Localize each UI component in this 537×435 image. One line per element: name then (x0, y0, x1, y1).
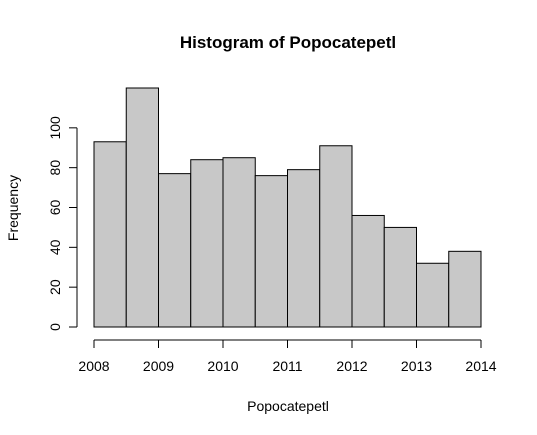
histogram-bar-5 (222, 157, 256, 328)
chart-title: Histogram of Popocatepetl (180, 33, 396, 52)
x-tick-label: 2012 (336, 358, 367, 374)
y-tick-label: 100 (47, 116, 63, 140)
histogram-bar-7 (287, 169, 321, 328)
histogram-bar-12 (448, 250, 482, 328)
x-tick-label: 2013 (401, 358, 432, 374)
x-tick-label: 2010 (207, 358, 238, 374)
histogram-bar-4 (190, 159, 224, 328)
y-axis: 0 20 40 60 80 100 (47, 116, 78, 331)
histogram-bar-8 (319, 145, 353, 328)
y-tick-label: 40 (47, 239, 63, 255)
histogram-bar-2 (125, 87, 159, 328)
x-axis: 2008 2009 2010 2011 2012 2013 2014 (78, 339, 497, 374)
x-tick-label: 2014 (465, 358, 496, 374)
histogram-bar-6 (254, 175, 288, 328)
x-tick-label: 2009 (143, 358, 174, 374)
histogram-bar-1 (93, 141, 127, 328)
x-axis-label: Popocatepetl (247, 398, 329, 414)
y-tick-label: 80 (47, 160, 63, 176)
y-tick-label: 60 (47, 200, 63, 216)
histogram-bar-11 (416, 262, 450, 328)
y-axis-label: Frequency (5, 175, 21, 241)
histogram-bar-3 (158, 173, 192, 328)
bars-group (93, 87, 482, 328)
histogram-bar-10 (383, 226, 417, 328)
x-tick-label: 2008 (78, 358, 109, 374)
histogram-bar-9 (351, 214, 385, 328)
x-tick-label: 2011 (272, 358, 302, 374)
y-tick-label: 20 (47, 279, 63, 295)
y-tick-label: 0 (47, 323, 63, 331)
